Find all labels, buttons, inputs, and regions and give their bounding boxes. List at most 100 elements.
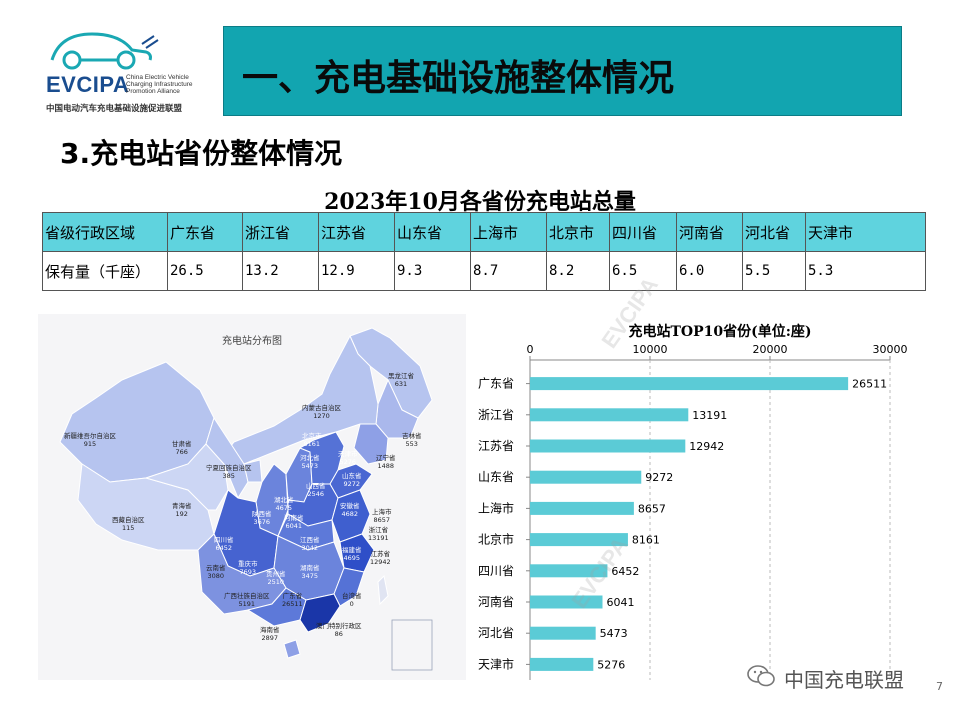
map-label: 陕西省 3676 [252, 510, 272, 526]
table-header-cell: 四川省 [609, 212, 677, 252]
y-category-label: 上海市 [478, 500, 514, 515]
map-label: 重庆市 7693 [238, 560, 258, 576]
map-label: 海南省 2897 [260, 626, 280, 642]
y-category-label: 河北省 [478, 626, 514, 640]
table-cell: 5.5 [742, 251, 806, 291]
map-label: 宁夏回族自治区 385 [206, 464, 252, 480]
map-label: 湖北省 4675 [274, 496, 294, 512]
map-label: 澳门特别行政区 86 [316, 622, 362, 638]
page-title: 一、充电基础设施整体情况 [242, 58, 675, 99]
car-plug-icon [50, 32, 159, 70]
table-cell: 26.5 [167, 251, 243, 291]
bar-value-label: 9272 [645, 471, 673, 484]
table-header-cell: 河北省 [742, 212, 806, 252]
bar-value-label: 8161 [632, 534, 660, 547]
x-tick-label: 0 [527, 343, 534, 356]
map-label: 吉林省 553 [402, 432, 422, 448]
logo-chinese-name: 中国电动汽车充电基础设施促进联盟 [46, 104, 183, 114]
x-tick-label: 30000 [873, 343, 908, 356]
table-cell: 9.3 [394, 251, 471, 291]
bar [530, 595, 603, 609]
table-row: 保有量（千座） 26.5 13.2 12.9 9.3 8.7 8.2 6.5 6… [42, 251, 926, 291]
table-header-cell: 上海市 [470, 212, 547, 252]
table-cell: 13.2 [242, 251, 319, 291]
table-cell: 8.2 [546, 251, 610, 291]
y-category-label: 四川省 [478, 564, 514, 578]
map-label: 西藏自治区 115 [112, 516, 145, 532]
table-header-cell: 浙江省 [242, 212, 319, 252]
bar [530, 408, 689, 422]
evcipa-logo: EVCIPA China Electric Vehicle Charging I… [42, 26, 202, 116]
table-cell: 6.0 [676, 251, 743, 291]
map-label: 云南省 3080 [206, 564, 226, 580]
y-category-label: 浙江省 [478, 408, 514, 422]
map-label: 江西省 3042 [300, 536, 320, 552]
y-category-label: 山东省 [478, 470, 514, 484]
bar [530, 533, 628, 547]
logo-name: EVCIPA [46, 72, 130, 97]
map-label: 辽宁省 1488 [376, 454, 396, 470]
map-label: 河南省 6041 [284, 514, 304, 530]
table-header-cell: 天津市 [805, 212, 926, 252]
table-header-cell: 江苏省 [318, 212, 395, 252]
top10-bar-chart: 充电站TOP10省份(单位:座) 0 10000 20000 30000 广东省 26511… [470, 318, 910, 690]
y-category-label: 广东省 [478, 377, 514, 391]
map-title: 充电站分布图 [222, 336, 282, 347]
bar [530, 564, 608, 578]
map-label: 上海市 8657 [372, 508, 392, 524]
y-category-label: 河南省 [478, 594, 514, 609]
table-cell: 5.3 [805, 251, 926, 291]
table-title: 2023年10月各省份充电站总量 [324, 189, 636, 215]
bar [530, 439, 686, 453]
brand-label: 中国充电联盟 [784, 668, 904, 692]
section-title: 3.充电站省份整体情况 [60, 137, 343, 170]
map-label: 山东省 9272 [342, 472, 362, 488]
table-header-cell: 河南省 [676, 212, 743, 252]
map-label: 黑龙江省 631 [388, 372, 414, 388]
table-header-cell: 山东省 [394, 212, 471, 252]
map-label: 内蒙古自治区 1270 [302, 404, 341, 420]
table-cell: 保有量（千座） [42, 251, 168, 291]
map-label: 新疆维吾尔自治区 915 [64, 432, 116, 448]
bar-value-label: 6452 [611, 565, 639, 578]
map-label: 北京市 8161 [302, 432, 322, 448]
map-label: 广西壮族自治区 5191 [224, 592, 270, 608]
map-label: 安徽省 4682 [340, 502, 360, 518]
map-label: 浙江省 13191 [368, 526, 389, 542]
map-label: 福建省 4695 [342, 546, 362, 562]
bar-value-label: 12942 [689, 440, 724, 453]
map-label: 甘肃省 766 [172, 440, 192, 456]
x-tick-label: 10000 [633, 343, 668, 356]
bar [530, 501, 634, 515]
table-cell: 8.7 [470, 251, 547, 291]
bar [530, 626, 596, 640]
bar-value-label: 26511 [852, 378, 887, 391]
header-banner: 一、充电基础设施整体情况 [223, 26, 902, 116]
map-label: 河北省 5473 [300, 454, 320, 470]
y-category-label: 天津市 [478, 656, 514, 671]
bar [530, 657, 594, 671]
map-label: 江苏省 12942 [370, 550, 391, 566]
province-table: 省级行政区域 广东省 浙江省 江苏省 山东省 上海市 北京市 四川省 河南省 河… [42, 212, 926, 291]
bar-value-label: 13191 [692, 409, 727, 422]
map-label: 广东省 26511 [282, 592, 303, 608]
wechat-icon [747, 665, 775, 687]
page-number: 7 [936, 680, 943, 693]
china-map-shape [59, 327, 433, 671]
bar [530, 470, 642, 484]
map-label: 湖南省 3475 [300, 564, 320, 580]
bar-value-label: 8657 [638, 502, 666, 515]
map-label: 天津市 5276 [338, 450, 358, 466]
table-header-cell: 北京市 [546, 212, 610, 252]
y-category-label: 北京市 [478, 532, 514, 547]
x-tick-label: 20000 [753, 343, 788, 356]
y-category-label: 江苏省 [478, 439, 514, 453]
map-label: 贵州省 2510 [266, 570, 286, 586]
map-label: 四川省 6452 [214, 536, 234, 552]
chart-title: 充电站TOP10省份(单位:座) [628, 323, 811, 340]
distribution-map: 充电站分布图 黑龙江省 631 吉林省 553 辽宁省 1488 内蒙古自治区 1270… [38, 314, 466, 680]
bar [530, 377, 849, 391]
logo-subtitle: China Electric Vehicle Charging Infrastr… [126, 74, 193, 95]
bar-value-label: 5276 [597, 658, 625, 671]
bar-value-label: 5473 [600, 627, 628, 640]
